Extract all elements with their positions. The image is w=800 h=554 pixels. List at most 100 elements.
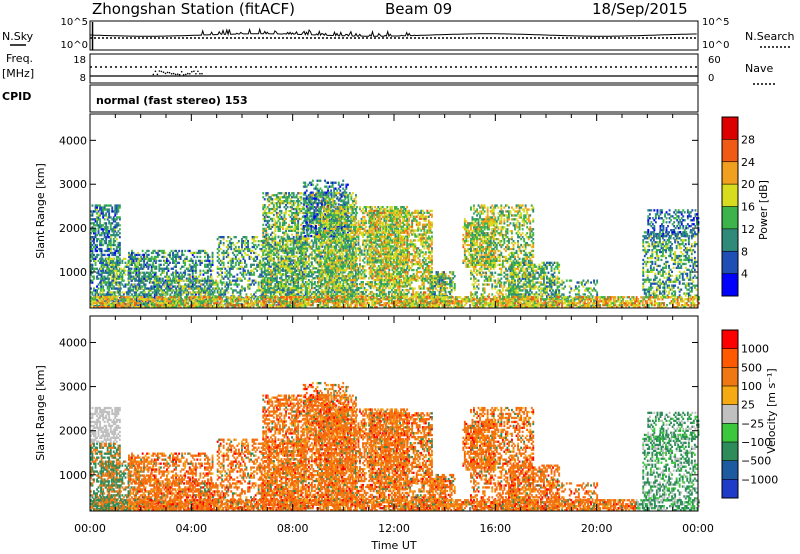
power-cell	[350, 219, 353, 223]
power-cell	[160, 281, 163, 284]
power-cell	[300, 243, 303, 246]
power-cell	[272, 223, 275, 226]
power-cell	[300, 261, 303, 264]
power-cell	[166, 285, 168, 288]
power-cell	[91, 249, 94, 253]
power-cell	[175, 259, 177, 262]
power-cell	[309, 227, 312, 230]
power-cell	[283, 294, 286, 298]
power-cell	[316, 232, 319, 236]
power-cell	[271, 241, 274, 244]
power-cell	[332, 198, 335, 201]
power-cell	[165, 293, 167, 296]
power-cell	[279, 229, 281, 232]
power-cell	[227, 236, 230, 239]
power-cell	[272, 217, 275, 221]
power-cell	[313, 227, 316, 230]
power-cell	[259, 265, 262, 268]
power-cell	[207, 253, 209, 257]
power-cell	[327, 196, 330, 199]
power-cell	[100, 277, 102, 280]
power-cell	[177, 289, 179, 292]
power-cell	[304, 269, 307, 272]
power-cell	[115, 265, 118, 268]
power-cell	[233, 253, 236, 257]
power-cell	[121, 275, 124, 278]
power-cell	[286, 233, 289, 236]
power-cell	[335, 267, 338, 270]
power-cell	[286, 255, 289, 258]
power-cell	[291, 271, 293, 274]
power-cell	[315, 221, 318, 225]
power-cell	[116, 295, 119, 298]
power-cell	[327, 243, 330, 246]
power-cell	[228, 267, 231, 270]
power-cell	[268, 271, 271, 274]
power-cell	[171, 281, 173, 284]
power-cell	[283, 251, 286, 255]
power-cell	[122, 267, 125, 270]
power-cell	[225, 251, 228, 255]
power-cell	[294, 239, 297, 242]
power-cell	[318, 194, 321, 197]
power-cell	[263, 265, 266, 268]
power-cell	[137, 295, 139, 298]
power-cell	[274, 291, 277, 294]
power-cell	[292, 200, 295, 203]
power-cell	[286, 198, 289, 201]
power-cell	[99, 224, 101, 227]
power-cell	[288, 269, 290, 272]
power-cell	[192, 289, 195, 292]
power-cell	[175, 293, 178, 296]
power-cell	[303, 294, 306, 298]
power-cell	[269, 290, 272, 294]
power-cell	[94, 232, 97, 235]
power-cell	[292, 219, 295, 223]
power-cell	[269, 243, 272, 247]
power-cell	[230, 259, 233, 262]
power-cell	[204, 289, 207, 292]
power-cell	[272, 273, 275, 276]
power-cell	[133, 261, 136, 264]
power-cell	[300, 236, 303, 239]
power-cell	[282, 259, 284, 262]
power-cell	[137, 263, 139, 266]
power-cell	[298, 271, 301, 274]
power-cell	[301, 225, 304, 228]
power-cell	[333, 283, 336, 286]
power-cell	[304, 219, 307, 222]
power-cell	[266, 206, 269, 209]
power-cell	[303, 231, 306, 234]
power-cell	[313, 219, 316, 222]
power-cell	[295, 196, 298, 199]
power-cell	[115, 283, 118, 286]
power-cell	[272, 279, 275, 282]
power-cell	[110, 291, 113, 294]
power-cell	[265, 229, 268, 232]
power-cell	[326, 261, 328, 264]
power-cell	[178, 285, 181, 288]
power-cell	[127, 293, 130, 296]
power-cell	[101, 275, 104, 278]
power-cell	[118, 293, 121, 296]
power-cell	[216, 265, 219, 268]
power-cell	[289, 288, 292, 292]
power-cell	[118, 291, 121, 294]
power-cell	[330, 290, 333, 294]
power-cell	[207, 263, 209, 266]
power-cell	[262, 251, 265, 254]
power-cell	[96, 243, 98, 247]
power-cell	[187, 291, 190, 294]
power-cell	[339, 241, 342, 244]
power-cell	[291, 293, 293, 296]
power-cell	[175, 273, 177, 276]
power-cell	[277, 261, 280, 264]
power-cell	[295, 225, 298, 228]
power-cell	[335, 223, 338, 226]
power-cell	[297, 206, 300, 209]
power-cell	[96, 240, 98, 243]
power-cell	[324, 191, 326, 194]
power-cell	[128, 267, 130, 270]
power-cell	[289, 247, 292, 250]
power-cell	[146, 287, 149, 290]
